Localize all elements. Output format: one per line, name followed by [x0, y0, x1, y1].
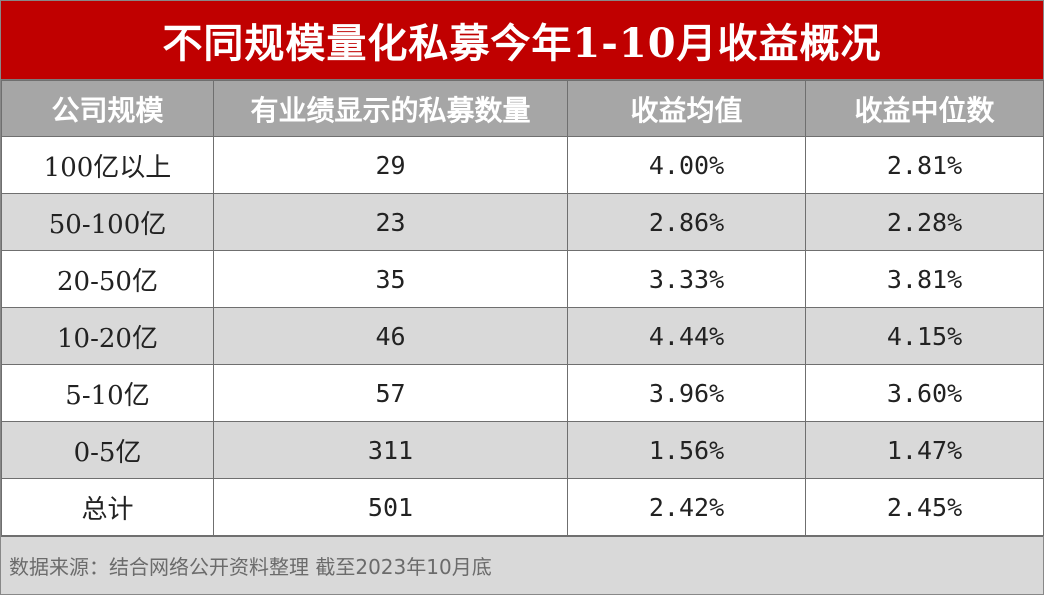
header-return-mean: 收益均值 — [567, 80, 806, 137]
header-company-scale: 公司规模 — [1, 80, 214, 137]
cell-mean: 3.33% — [567, 250, 806, 308]
table-row: 20-50亿 35 3.33% 3.81% — [1, 250, 1044, 308]
cell-count: 29 — [213, 136, 568, 194]
cell-median: 2.45% — [805, 478, 1044, 536]
table-row: 0-5亿 311 1.56% 1.47% — [1, 421, 1044, 479]
cell-count: 57 — [213, 364, 568, 422]
cell-scale: 50-100亿 — [1, 193, 214, 251]
returns-table: 公司规模 有业绩显示的私募数量 收益均值 收益中位数 100亿以上 29 4.0… — [1, 80, 1044, 536]
cell-mean: 4.00% — [567, 136, 806, 194]
cell-mean: 2.42% — [567, 478, 806, 536]
cell-mean: 1.56% — [567, 421, 806, 479]
header-row: 公司规模 有业绩显示的私募数量 收益均值 收益中位数 — [1, 80, 1044, 137]
source-note: 数据来源：结合网络公开资料整理 截至2023年10月底 — [1, 536, 1043, 594]
table-row: 10-20亿 46 4.44% 4.15% — [1, 307, 1044, 365]
cell-scale: 100亿以上 — [1, 136, 214, 194]
cell-scale: 总计 — [1, 478, 214, 536]
cell-median: 3.81% — [805, 250, 1044, 308]
header-fund-count: 有业绩显示的私募数量 — [213, 80, 568, 137]
table-title: 不同规模量化私募今年1-10月收益概况 — [1, 1, 1043, 80]
cell-mean: 4.44% — [567, 307, 806, 365]
cell-count: 35 — [213, 250, 568, 308]
cell-scale: 0-5亿 — [1, 421, 214, 479]
table-row: 50-100亿 23 2.86% 2.28% — [1, 193, 1044, 251]
cell-mean: 2.86% — [567, 193, 806, 251]
cell-median: 2.81% — [805, 136, 1044, 194]
cell-count: 501 — [213, 478, 568, 536]
cell-scale: 10-20亿 — [1, 307, 214, 365]
cell-count: 23 — [213, 193, 568, 251]
cell-count: 46 — [213, 307, 568, 365]
cell-count: 311 — [213, 421, 568, 479]
cell-median: 1.47% — [805, 421, 1044, 479]
cell-scale: 20-50亿 — [1, 250, 214, 308]
header-return-median: 收益中位数 — [805, 80, 1044, 137]
table-row: 100亿以上 29 4.00% 2.81% — [1, 136, 1044, 194]
cell-median: 2.28% — [805, 193, 1044, 251]
cell-scale: 5-10亿 — [1, 364, 214, 422]
cell-median: 3.60% — [805, 364, 1044, 422]
cell-median: 4.15% — [805, 307, 1044, 365]
table-row: 5-10亿 57 3.96% 3.60% — [1, 364, 1044, 422]
table-row-total: 总计 501 2.42% 2.45% — [1, 478, 1044, 536]
cell-mean: 3.96% — [567, 364, 806, 422]
